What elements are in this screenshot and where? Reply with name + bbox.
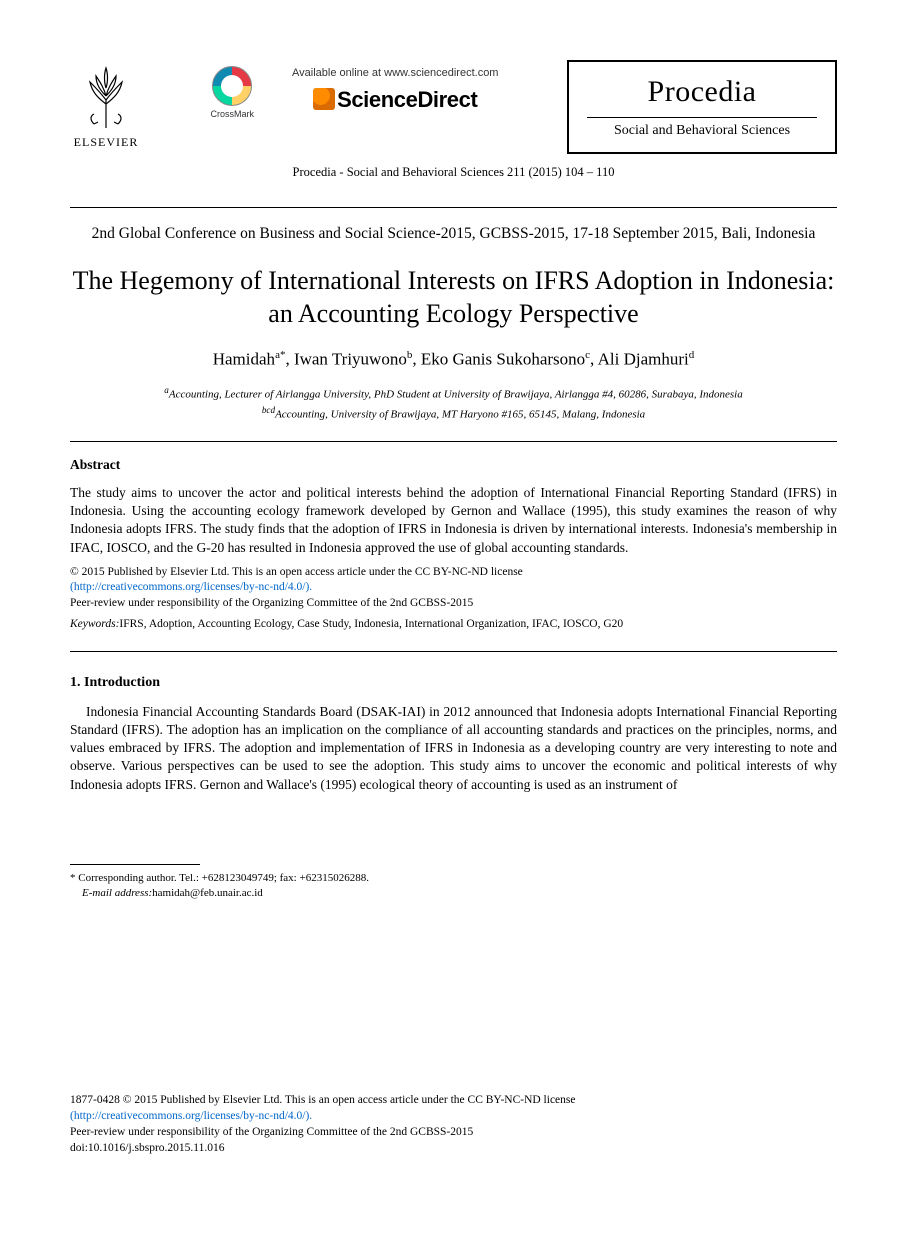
footer-issn-line: 1877-0428 © 2015 Published by Elsevier L… (70, 1094, 576, 1106)
intro-paragraph: Indonesia Financial Accounting Standards… (70, 703, 837, 794)
keywords-text: IFRS, Adoption, Accounting Ecology, Case… (119, 618, 623, 630)
journal-reference: Procedia - Social and Behavioral Science… (70, 164, 837, 181)
available-online-text: Available online at www.sciencedirect.co… (292, 66, 498, 81)
header-center: CrossMark Available online at www.scienc… (142, 60, 567, 124)
authors-line: Hamidaha*, Iwan Triyuwonob, Eko Ganis Su… (70, 348, 837, 372)
conference-line: 2nd Global Conference on Business and So… (70, 224, 837, 245)
procedia-subtitle: Social and Behavioral Sciences (587, 117, 817, 141)
abstract-heading: Abstract (70, 456, 837, 474)
rule-mid-1 (70, 441, 837, 442)
email-address: hamidah@feb.unair.ac.id (152, 887, 263, 899)
peer-review-line: Peer-review under responsibility of the … (70, 597, 473, 609)
sciencedirect-block: Available online at www.sciencedirect.co… (292, 66, 498, 115)
license-link[interactable]: (http://creativecommons.org/licenses/by-… (70, 581, 312, 593)
affil-text-a: Accounting, Lecturer of Airlangga Univer… (169, 388, 743, 400)
elsevier-label: ELSEVIER (70, 134, 142, 150)
abstract-text: The study aims to uncover the actor and … (70, 484, 837, 557)
footnote-block: * Corresponding author. Tel.: +628123049… (70, 871, 837, 902)
copyright-line1: © 2015 Published by Elsevier Ltd. This i… (70, 566, 523, 578)
copyright-block: © 2015 Published by Elsevier Ltd. This i… (70, 565, 837, 612)
header-row: ELSEVIER CrossMark Available online at w… (70, 60, 837, 154)
procedia-box: Procedia Social and Behavioral Sciences (567, 60, 837, 154)
paper-title: The Hegemony of International Interests … (70, 265, 837, 330)
keywords-label: Keywords: (70, 618, 119, 630)
crossmark-label: CrossMark (211, 108, 255, 120)
sciencedirect-icon (313, 88, 335, 110)
corresponding-author: * Corresponding author. Tel.: +628123049… (70, 871, 837, 886)
elsevier-tree-icon (76, 60, 136, 130)
section-1-heading: 1. Introduction (70, 674, 837, 693)
procedia-title: Procedia (587, 72, 817, 113)
sciencedirect-label: ScienceDirect (337, 87, 477, 112)
keywords-line: Keywords:IFRS, Adoption, Accounting Ecol… (70, 617, 837, 633)
affil-sup-bcd: bcd (262, 405, 275, 415)
crossmark-icon (212, 66, 252, 106)
footer-block: 1877-0428 © 2015 Published by Elsevier L… (70, 1092, 837, 1156)
rule-top (70, 207, 837, 208)
footnote-rule (70, 864, 200, 865)
affiliation-a: aAccounting, Lecturer of Airlangga Unive… (70, 384, 837, 403)
sciencedirect-logo: ScienceDirect (292, 85, 498, 115)
email-label: E-mail address: (82, 887, 152, 899)
elsevier-logo: ELSEVIER (70, 60, 142, 150)
crossmark-badge[interactable]: CrossMark (211, 66, 255, 120)
footer-doi: doi:10.1016/j.sbspro.2015.11.016 (70, 1142, 225, 1154)
affil-text-bcd: Accounting, University of Brawijaya, MT … (275, 409, 645, 421)
rule-mid-2 (70, 651, 837, 652)
affiliation-bcd: bcdAccounting, University of Brawijaya, … (70, 404, 837, 423)
footer-peer-review: Peer-review under responsibility of the … (70, 1126, 473, 1138)
footer-license-link[interactable]: (http://creativecommons.org/licenses/by-… (70, 1110, 312, 1122)
